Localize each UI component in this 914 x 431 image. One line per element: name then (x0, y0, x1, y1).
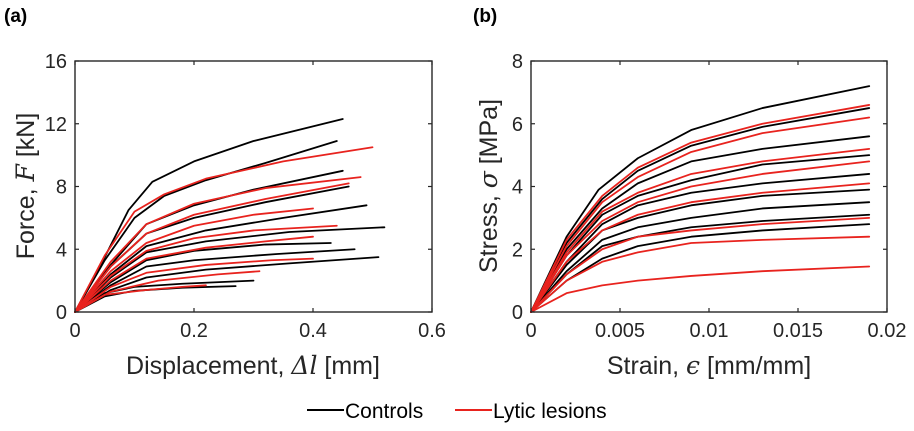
panel-b-ylabel: Stress, σ [MPa] (474, 99, 503, 273)
panel-a-series-line-15 (74, 224, 338, 313)
panel-a-series-line-19 (74, 284, 207, 313)
panel-a-series-line-13 (74, 182, 350, 313)
panel-a-ylabel: Force, F [kN] (11, 113, 40, 260)
panel-b-series-line-10 (530, 116, 871, 313)
panel-a-xtick-label: 0.4 (299, 320, 327, 342)
panel-a-axes (74, 60, 433, 313)
panel-b-ytick-label: 6 (512, 114, 523, 136)
panel-a-series-line-8 (74, 256, 380, 313)
panel-b-ytick-label: 8 (512, 51, 523, 73)
panel-b-xtick-label: 0.005 (595, 320, 645, 342)
panel-a-series-line-11 (74, 146, 374, 313)
panel-a-label: (a) (4, 6, 27, 27)
panel-b-series-line-16 (530, 265, 871, 313)
panel-a-ytick-label: 16 (45, 51, 67, 73)
panel-a-series-line-4 (74, 204, 368, 313)
legend-label-lytic: Lytic lesions (493, 400, 607, 423)
panel-a-ytick-label: 12 (45, 114, 67, 136)
panel-b-series-line-11 (530, 147, 871, 313)
panel-b-series-line-2 (530, 135, 871, 313)
panel-b-ytick-label: 2 (512, 239, 523, 261)
panel-a-ytick-label: 4 (56, 239, 67, 261)
panel-b-xtick-label: 0.02 (868, 320, 907, 342)
panel-b-label: (b) (473, 6, 497, 27)
panel-b-xtick-label: 0 (525, 320, 536, 342)
panel-b-series-line-9 (530, 104, 871, 313)
panel-a-xlabel: Displacement, Δl [mm] (126, 351, 380, 380)
panel-a-ytick-label: 8 (56, 177, 67, 199)
panel-a-ytick-label: 0 (56, 302, 67, 324)
legend: Controls Lytic lesions (307, 400, 607, 423)
panel-b: (b) 0 0.005 0.01 0.015 0.02 0 2 4 6 8 Strain, ϵ [… (473, 6, 906, 380)
panel-b-ytick-label: 0 (512, 302, 523, 324)
panel-b-series-line-13 (530, 182, 871, 313)
panel-a-series-line-17 (74, 257, 314, 313)
panel-b-series-line-1 (530, 107, 871, 313)
panel-a-xtick-label: 0 (69, 320, 80, 342)
panel-a-series-line-12 (74, 176, 362, 313)
legend-label-controls: Controls (345, 400, 423, 423)
panel-b-series-line-12 (530, 160, 871, 313)
panel-b-xtick-label: 0.01 (690, 320, 729, 342)
panel-a-xtick-label: 0.6 (418, 320, 446, 342)
panel-a-series-line-14 (74, 207, 314, 313)
panel-a: (a) 0 0.2 0.4 0.6 0 4 8 12 16 Displacement, Δl [… (4, 6, 446, 380)
panel-a-series-line-5 (74, 226, 386, 313)
panel-b-ytick-label: 4 (512, 177, 523, 199)
panel-b-ticks: 0 0.005 0.01 0.015 0.02 0 2 4 6 8 (512, 51, 907, 342)
panel-b-series-line-5 (530, 188, 871, 313)
panel-b-xtick-label: 0.015 (773, 320, 823, 342)
panel-a-series-line-6 (74, 242, 332, 313)
panel-a-series-line-16 (74, 235, 314, 313)
panel-a-series (74, 118, 386, 313)
panel-a-series-line-7 (74, 248, 356, 313)
panel-a-xtick-label: 0.2 (180, 320, 208, 342)
panel-b-series (530, 85, 871, 313)
panel-b-series-line-15 (530, 235, 871, 313)
panel-b-xlabel: Strain, ϵ [mm/mm] (607, 351, 811, 380)
panel-a-series-line-1 (74, 140, 338, 313)
panel-b-series-line-6 (530, 201, 871, 313)
panel-a-ticks: 0 0.2 0.4 0.6 0 4 8 12 16 (45, 51, 446, 342)
panel-b-series-line-0 (530, 85, 871, 313)
panel-b-series-line-14 (530, 216, 871, 313)
